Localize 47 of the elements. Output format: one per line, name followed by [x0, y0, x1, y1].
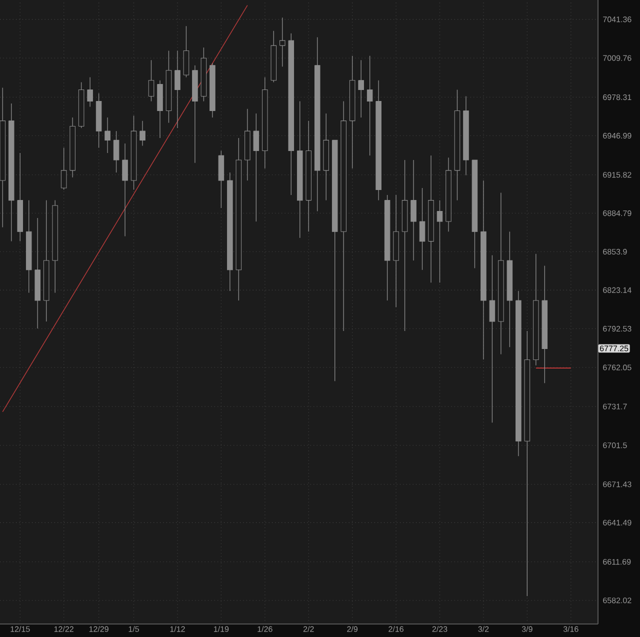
- x-tick-label: 1/19: [214, 626, 229, 632]
- candlestick: [436, 200, 443, 283]
- candlestick: [60, 147, 67, 190]
- x-tick-label: 12/15: [10, 626, 30, 632]
- y-tick-label: 6884.79: [603, 210, 632, 216]
- x-tick-label: 12/22: [54, 626, 74, 632]
- y-tick-label: 6762.05: [603, 364, 632, 370]
- x-tick-label: 2/2: [303, 626, 314, 632]
- candlestick: [419, 188, 426, 270]
- candlestick: [279, 17, 286, 67]
- x-tick-label: 1/5: [128, 626, 139, 632]
- candlestick: [104, 117, 110, 154]
- candlestick: [140, 120, 146, 146]
- y-tick-label: 6915.82: [603, 172, 632, 178]
- y-tick-label: 6611.69: [603, 558, 631, 565]
- x-tick-label: 2/16: [388, 626, 404, 632]
- y-tick-label: 6792.53: [603, 326, 632, 332]
- candlestick: [122, 143, 128, 237]
- y-tick-label: 7041.36: [603, 16, 632, 22]
- candlestick: [148, 60, 154, 102]
- y-tick-label: 6641.49: [603, 520, 632, 526]
- candlestick: [174, 50, 180, 128]
- y-tick-label: 6853.9: [603, 248, 627, 255]
- y-tick-label: 6582.02: [603, 598, 632, 604]
- candlestick: [489, 254, 496, 423]
- y-tick-label: 6946.99: [603, 132, 632, 139]
- y-tick-label: 6823.14: [603, 287, 632, 293]
- candlestick: [358, 60, 364, 118]
- y-tick-label: 6701.5: [603, 442, 627, 448]
- y-tick-label: 7009.76: [603, 55, 632, 61]
- x-tick-label: 3/9: [522, 626, 532, 632]
- candlestick: [87, 76, 93, 108]
- x-tick-label: 3/2: [478, 626, 489, 632]
- y-tick-label: 6978.31: [603, 94, 632, 100]
- x-tick-label: 2/9: [347, 626, 358, 632]
- x-tick-label: 3/16: [563, 626, 578, 632]
- x-tick-label: 2/23: [432, 626, 448, 632]
- candlestick: [410, 160, 416, 261]
- candlestick: [253, 113, 260, 222]
- y-tick-label: 6731.7: [603, 404, 627, 410]
- candlestick: [366, 55, 373, 156]
- text: 6777.25: [600, 346, 628, 352]
- x-tick-label: 1/26: [258, 626, 272, 632]
- x-tick-label: 1/12: [170, 626, 185, 632]
- x-tick-label: 12/29: [89, 626, 108, 632]
- y-tick-label: 6671.43: [603, 481, 632, 488]
- candlestick: [113, 130, 120, 173]
